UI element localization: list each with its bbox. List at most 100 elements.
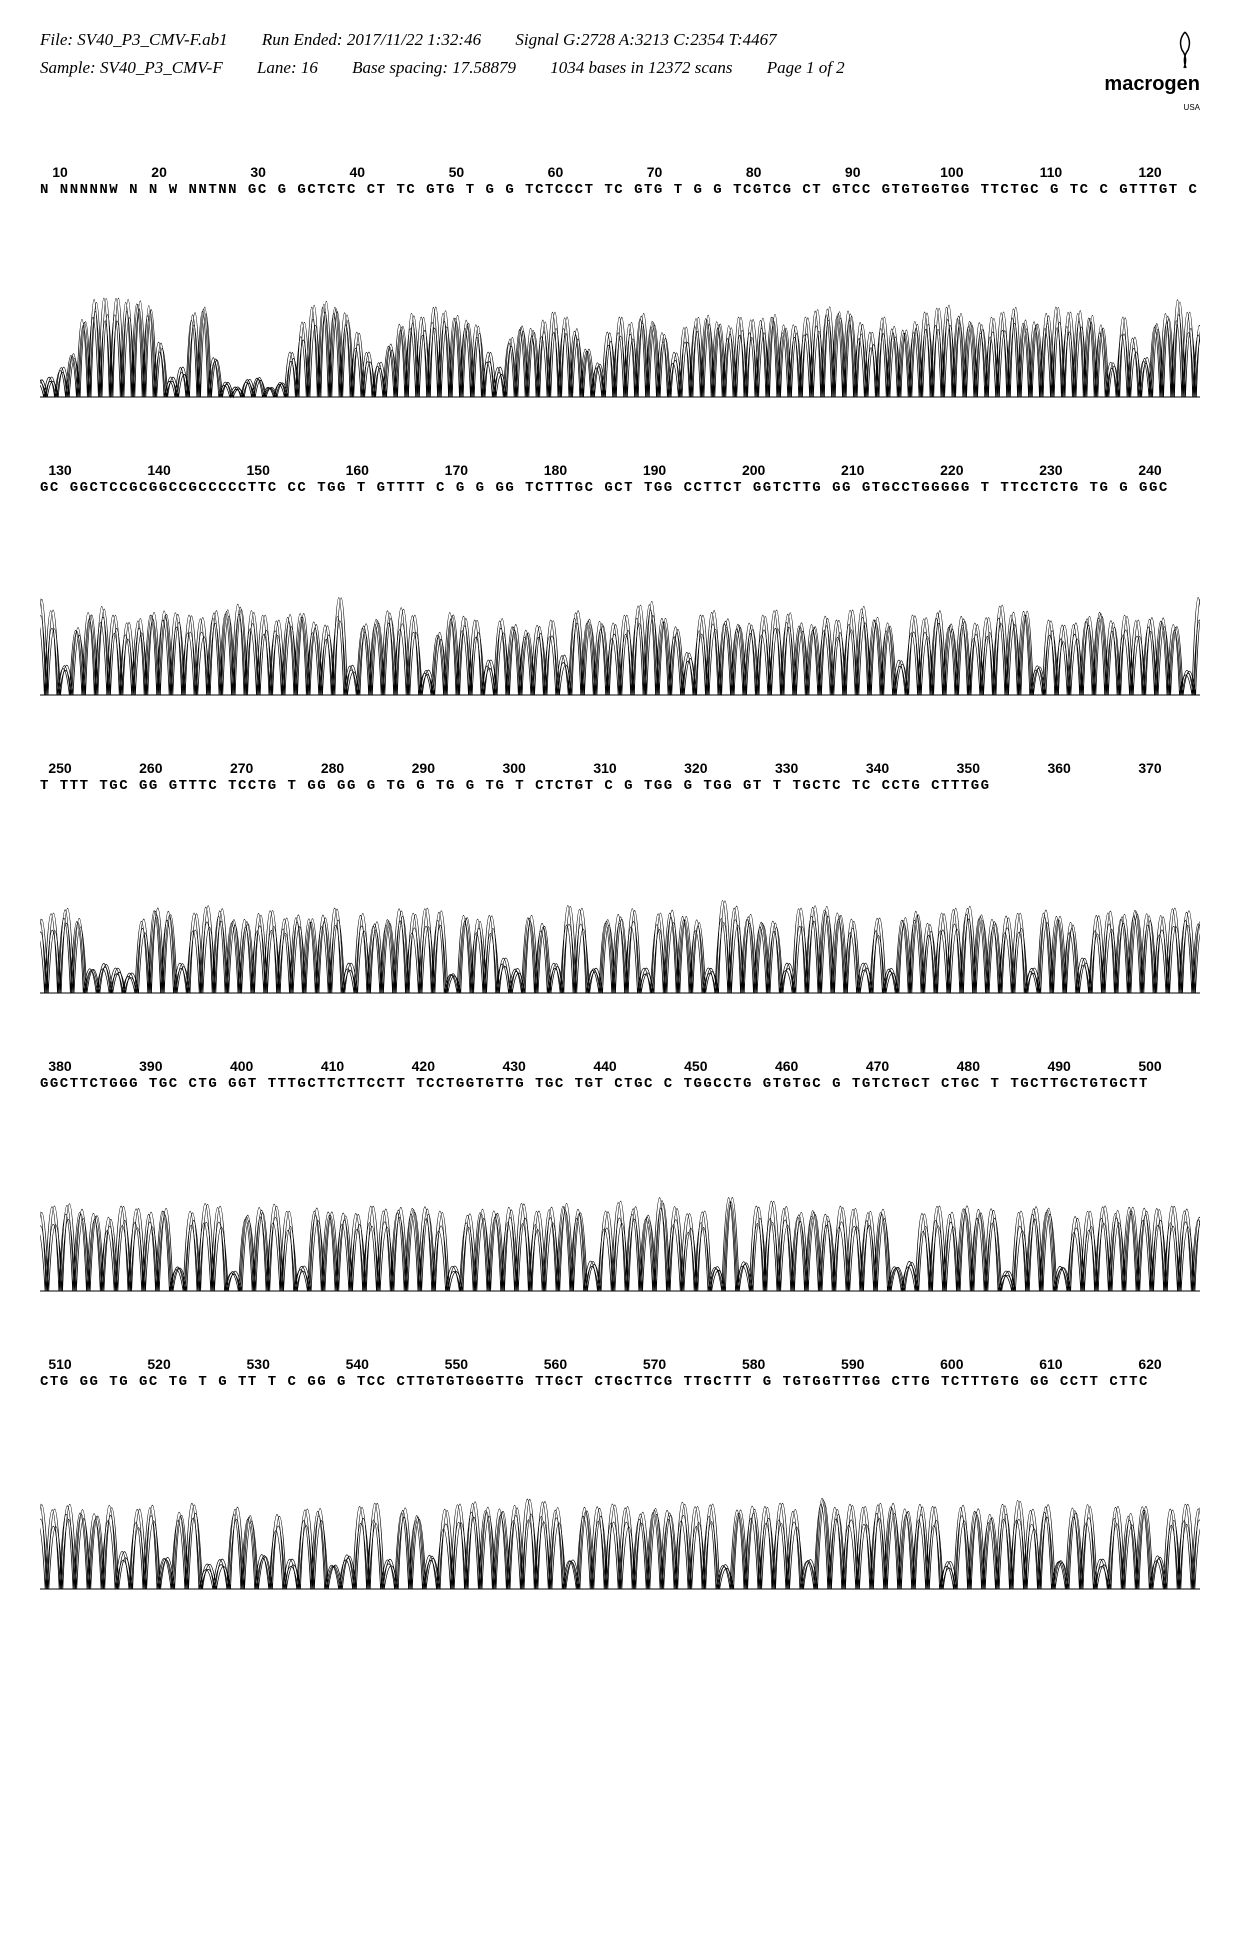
ruler-tick: 250: [48, 760, 71, 776]
ruler-tick: 560: [544, 1356, 567, 1372]
ruler-tick: 430: [502, 1058, 525, 1074]
ruler-tick: 400: [230, 1058, 253, 1074]
ruler-tick: 500: [1138, 1058, 1161, 1074]
trace-plot: [40, 500, 1200, 700]
base-sequence: CTG GG TG GC TG T G TT T C GG G TCC CTTG…: [40, 1374, 1200, 1390]
logo-sub: USA: [1184, 103, 1200, 112]
ruler-tick: 420: [412, 1058, 435, 1074]
ruler-tick: 150: [246, 462, 269, 478]
trace-channel: [40, 298, 1200, 397]
base-sequence: T TTT TGC GG GTTTC TCCTG T GG GG G TG G …: [40, 778, 1200, 794]
ruler-tick: 80: [746, 164, 762, 180]
ruler-tick: 280: [321, 760, 344, 776]
ruler-tick: 330: [775, 760, 798, 776]
ruler-tick: 490: [1047, 1058, 1070, 1074]
ruler-tick: 240: [1138, 462, 1161, 478]
ruler-tick: 170: [445, 462, 468, 478]
ruler-tick: 200: [742, 462, 765, 478]
ruler-tick: 300: [502, 760, 525, 776]
ruler-tick: 390: [139, 1058, 162, 1074]
ruler-tick: 10: [52, 164, 68, 180]
header-line-1: File: SV40_P3_CMV-F.ab1 Run Ended: 2017/…: [40, 30, 875, 50]
ruler-tick: 340: [866, 760, 889, 776]
chromatogram-panel: 380 390 400 410 420 430 440 450 460 470 480 490 500 G…: [40, 1058, 1200, 1296]
report-header: File: SV40_P3_CMV-F.ab1 Run Ended: 2017/…: [40, 30, 1200, 114]
trace-plot: [40, 1394, 1200, 1594]
trace-plot: [40, 798, 1200, 998]
ruler-tick: 270: [230, 760, 253, 776]
ruler-tick: 40: [349, 164, 365, 180]
base-sequence: GC GGCTCCGCGGCCGCCCCCTTC CC TGG T GTTTT …: [40, 480, 1200, 496]
run-label: Run Ended: 2017/11/22 1:32:46: [262, 30, 481, 49]
base-sequence: GGCTTCTGGG TGC CTG GGT TTTGCTTCTTCCTT TC…: [40, 1076, 1200, 1092]
trace-plot: [40, 1096, 1200, 1296]
ruler-tick: 30: [250, 164, 266, 180]
ruler-tick: 530: [246, 1356, 269, 1372]
ruler-tick: 570: [643, 1356, 666, 1372]
chromatogram-panels: 10 20 30 40 50 60 70 80 90 100 110 120 N NNNNNW N N …: [40, 164, 1200, 1594]
ruler-tick: 290: [412, 760, 435, 776]
chromatogram-panel: 10 20 30 40 50 60 70 80 90 100 110 120 N NNNNNW N N …: [40, 164, 1200, 402]
ruler-tick: 230: [1039, 462, 1062, 478]
ruler-tick: 320: [684, 760, 707, 776]
ruler-tick: 110: [1040, 164, 1063, 180]
ruler-tick: 140: [147, 462, 170, 478]
ruler-tick: 130: [48, 462, 71, 478]
ruler-tick: 450: [684, 1058, 707, 1074]
ruler-tick: 600: [940, 1356, 963, 1372]
logo-text: macrogen: [1104, 73, 1200, 95]
ruler-tick: 20: [151, 164, 167, 180]
position-ruler: 380 390 400 410 420 430 440 450 460 470 480 490 500: [40, 1058, 1200, 1074]
ruler-tick: 460: [775, 1058, 798, 1074]
header-meta: File: SV40_P3_CMV-F.ab1 Run Ended: 2017/…: [40, 30, 875, 86]
ruler-tick: 50: [449, 164, 465, 180]
ruler-tick: 180: [544, 462, 567, 478]
ruler-tick: 70: [647, 164, 663, 180]
ruler-tick: 100: [940, 164, 963, 180]
chromatogram-panel: 510 520 530 540 550 560 570 580 590 600 610 620 CTG…: [40, 1356, 1200, 1594]
chromatogram-panel: 250260270280290300310320330340350360370 …: [40, 760, 1200, 998]
header-line-2: Sample: SV40_P3_CMV-F Lane: 16 Base spac…: [40, 58, 875, 78]
trace-channel: [40, 906, 1200, 993]
ruler-tick: 620: [1138, 1356, 1161, 1372]
ruler-tick: 550: [445, 1356, 468, 1372]
ruler-tick: 260: [139, 760, 162, 776]
spacing-label: Base spacing: 17.58879: [352, 58, 516, 77]
ruler-tick: 220: [940, 462, 963, 478]
ruler-tick: 350: [957, 760, 980, 776]
position-ruler: 510 520 530 540 550 560 570 580 590 600 610 620: [40, 1356, 1200, 1372]
base-sequence: N NNNNNW N N W NNTNN GC G GCTCTC CT TC G…: [40, 182, 1200, 198]
ruler-tick: 480: [957, 1058, 980, 1074]
ruler-tick: 60: [548, 164, 564, 180]
signal-label: Signal G:2728 A:3213 C:2354 T:4467: [515, 30, 776, 49]
position-ruler: 130 140 150 160 170 180 190 200 210 220 230 240: [40, 462, 1200, 478]
lane-label: Lane: 16: [257, 58, 318, 77]
ruler-tick: 540: [346, 1356, 369, 1372]
ruler-tick: 90: [845, 164, 861, 180]
sample-label: Sample: SV40_P3_CMV-F: [40, 58, 223, 77]
file-label: File: SV40_P3_CMV-F.ab1: [40, 30, 228, 49]
ruler-tick: 190: [643, 462, 666, 478]
ruler-tick: 510: [48, 1356, 71, 1372]
ruler-tick: 470: [866, 1058, 889, 1074]
ruler-tick: 610: [1039, 1356, 1062, 1372]
trace-plot: [40, 202, 1200, 402]
ruler-tick: 590: [841, 1356, 864, 1372]
chromatogram-panel: 130 140 150 160 170 180 190 200 210 220 230 240 GC G…: [40, 462, 1200, 700]
position-ruler: 250 260 270 280 290 300 310 320 330 340 350 360 370: [40, 760, 1200, 776]
page-label: Page 1 of 2: [767, 58, 845, 77]
ruler-tick: 210: [841, 462, 864, 478]
ruler-tick: 120: [1138, 164, 1161, 180]
logo: macrogen USA: [1104, 30, 1200, 114]
position-ruler: 10 20 30 40 50 60 70 80 90 100 110 120: [40, 164, 1200, 180]
ruler-tick: 160: [346, 462, 369, 478]
bases-label: 1034 bases in 12372 scans: [550, 58, 732, 77]
ruler-tick: 370: [1138, 760, 1161, 776]
ruler-tick: 380: [48, 1058, 71, 1074]
ruler-tick: 360: [1047, 760, 1070, 776]
ruler-tick: 580: [742, 1356, 765, 1372]
ruler-tick: 410: [321, 1058, 344, 1074]
ruler-tick: 520: [147, 1356, 170, 1372]
ruler-tick: 440: [593, 1058, 616, 1074]
ruler-tick: 310: [593, 760, 616, 776]
